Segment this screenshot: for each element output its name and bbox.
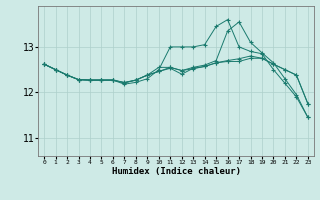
X-axis label: Humidex (Indice chaleur): Humidex (Indice chaleur)	[111, 167, 241, 176]
